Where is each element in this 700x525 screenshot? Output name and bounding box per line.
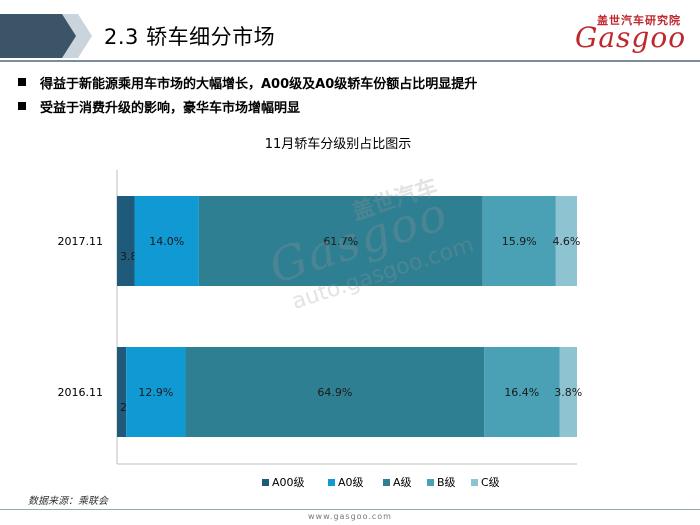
data-label: 12.9% bbox=[138, 386, 173, 399]
data-label: 16.4% bbox=[504, 386, 539, 399]
bar-segment bbox=[126, 347, 186, 437]
bullet-item: 受益于消费升级的影响，豪华车市场增幅明显 bbox=[18, 94, 477, 118]
header-divider bbox=[0, 60, 700, 62]
bar-segment bbox=[482, 196, 556, 286]
legend-label: A0级 bbox=[338, 476, 364, 489]
square-bullet-icon bbox=[18, 78, 26, 86]
legend-swatch bbox=[383, 479, 390, 486]
data-source-note: 数据来源：乘联会 bbox=[28, 496, 108, 507]
bar-segment bbox=[555, 196, 577, 286]
gasgoo-logo: 盖世汽车研究院 Gasgoo bbox=[575, 12, 695, 56]
banner-dark-segment bbox=[0, 14, 76, 58]
square-bullet-icon bbox=[18, 102, 26, 110]
footer-divider bbox=[0, 509, 700, 510]
plot-area: 2017.113.8%14.0%61.7%15.9%4.6%2016.112.0… bbox=[58, 170, 582, 465]
bar-segment bbox=[134, 196, 199, 286]
category-label: 2016.11 bbox=[58, 386, 104, 399]
bar-segment bbox=[484, 347, 560, 437]
data-label: 61.7% bbox=[323, 235, 358, 248]
category-label: 2017.11 bbox=[58, 235, 104, 248]
logo-cn-text: 盖世汽车研究院 bbox=[597, 14, 681, 27]
page-title: 2.3 轿车细分市场 bbox=[104, 25, 276, 49]
legend-label: C级 bbox=[481, 476, 500, 489]
bar-segment bbox=[198, 196, 483, 286]
data-label: 15.9% bbox=[502, 235, 537, 248]
legend-swatch bbox=[471, 479, 478, 486]
chart-legend: A00级 A0级 A级 B级 C级 bbox=[262, 476, 500, 489]
bar-segment bbox=[117, 196, 135, 286]
bullet-item: 得益于新能源乘用车市场的大幅增长，A00级及A0级轿车份额占比明显提升 bbox=[18, 70, 477, 94]
data-label: 14.0% bbox=[149, 235, 184, 248]
legend-swatch bbox=[427, 479, 434, 486]
data-label: 64.9% bbox=[317, 386, 352, 399]
bullet-text: 得益于新能源乘用车市场的大幅增长，A00级及A0级轿车份额占比明显提升 bbox=[40, 76, 478, 92]
logo-en-text: Gasgoo bbox=[575, 21, 687, 54]
legend-label: B级 bbox=[437, 476, 456, 489]
legend-label: A00级 bbox=[272, 476, 305, 489]
bullet-list: 得益于新能源乘用车市场的大幅增长，A00级及A0级轿车份额占比明显提升 受益于消… bbox=[18, 70, 477, 118]
legend-label: A级 bbox=[393, 476, 412, 489]
data-label: 4.6% bbox=[552, 235, 580, 248]
stacked-bar-chart: 11月轿车分级别占比图示 2017.11 3.8% 14.0% 61.7% 15.9% 4… bbox=[58, 136, 583, 489]
bar-segment bbox=[559, 347, 577, 437]
data-label: 3.8% bbox=[554, 386, 582, 399]
footer-url[interactable]: www.gasgoo.com bbox=[308, 512, 392, 521]
legend-swatch bbox=[328, 479, 335, 486]
chart-title: 11月轿车分级别占比图示 bbox=[265, 136, 412, 152]
title-banner bbox=[0, 14, 92, 58]
bullet-text: 受益于消费升级的影响，豪华车市场增幅明显 bbox=[40, 100, 301, 116]
bar-segment bbox=[117, 347, 127, 437]
bar-segment bbox=[185, 347, 485, 437]
legend-swatch bbox=[262, 479, 269, 486]
slide-header: 2.3 轿车细分市场 盖世汽车研究院 Gasgoo bbox=[0, 0, 700, 60]
